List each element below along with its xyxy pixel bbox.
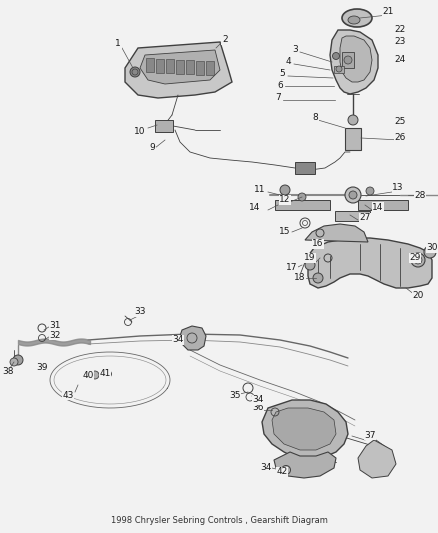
Text: 28: 28 xyxy=(414,190,426,199)
Text: 34: 34 xyxy=(172,335,184,344)
Text: 34: 34 xyxy=(260,464,272,472)
Circle shape xyxy=(13,355,23,365)
Circle shape xyxy=(91,371,99,379)
Bar xyxy=(345,128,361,150)
Circle shape xyxy=(10,358,18,366)
Polygon shape xyxy=(305,224,368,242)
Text: 16: 16 xyxy=(312,239,324,248)
Text: 12: 12 xyxy=(279,196,291,205)
Text: 41: 41 xyxy=(99,369,111,378)
Text: 1: 1 xyxy=(115,39,121,49)
Bar xyxy=(335,211,370,221)
Circle shape xyxy=(105,370,112,377)
Text: 10: 10 xyxy=(134,127,146,136)
Text: 34: 34 xyxy=(252,395,264,405)
Text: 35: 35 xyxy=(229,391,241,400)
Text: 26: 26 xyxy=(394,133,406,142)
Text: 25: 25 xyxy=(394,117,406,126)
Circle shape xyxy=(130,67,140,77)
Polygon shape xyxy=(125,42,232,98)
Polygon shape xyxy=(180,326,206,350)
Ellipse shape xyxy=(342,9,372,27)
Text: 11: 11 xyxy=(254,185,266,195)
Text: 30: 30 xyxy=(426,244,438,253)
Text: 14: 14 xyxy=(372,203,384,212)
Circle shape xyxy=(280,185,290,195)
Text: 42: 42 xyxy=(276,467,288,477)
Polygon shape xyxy=(274,452,336,478)
Text: 37: 37 xyxy=(364,431,376,440)
Text: 5: 5 xyxy=(279,69,285,78)
Bar xyxy=(156,59,164,72)
Circle shape xyxy=(305,260,315,270)
Bar xyxy=(155,120,173,132)
Text: 36: 36 xyxy=(252,403,264,413)
Ellipse shape xyxy=(348,16,360,24)
Text: 22: 22 xyxy=(394,26,406,35)
Bar xyxy=(176,60,184,74)
Bar xyxy=(186,60,194,74)
Polygon shape xyxy=(262,400,348,460)
Text: 43: 43 xyxy=(62,391,74,400)
Circle shape xyxy=(345,187,361,203)
Text: 13: 13 xyxy=(392,183,404,192)
Circle shape xyxy=(298,193,306,201)
Circle shape xyxy=(344,56,352,64)
Text: 14: 14 xyxy=(249,203,261,212)
Text: 38: 38 xyxy=(2,367,14,376)
Text: 9: 9 xyxy=(149,143,155,152)
Text: 32: 32 xyxy=(49,330,61,340)
Text: 1998 Chrysler Sebring Controls , Gearshift Diagram: 1998 Chrysler Sebring Controls , Gearshi… xyxy=(110,516,328,525)
Bar xyxy=(206,61,214,75)
Polygon shape xyxy=(140,50,220,84)
Polygon shape xyxy=(308,238,432,288)
Text: 7: 7 xyxy=(275,93,281,102)
Text: 17: 17 xyxy=(286,263,298,272)
Text: 39: 39 xyxy=(36,364,48,373)
Text: 21: 21 xyxy=(382,7,394,17)
Bar xyxy=(196,61,204,75)
Text: 8: 8 xyxy=(312,114,318,123)
Text: 24: 24 xyxy=(394,55,406,64)
Text: 3: 3 xyxy=(292,45,298,54)
Text: 18: 18 xyxy=(294,273,306,282)
Text: 23: 23 xyxy=(394,37,406,46)
Circle shape xyxy=(366,187,374,195)
Bar xyxy=(275,200,330,210)
Text: 27: 27 xyxy=(359,214,371,222)
Text: 29: 29 xyxy=(410,254,420,262)
Text: 33: 33 xyxy=(134,308,146,317)
Circle shape xyxy=(313,273,323,283)
Text: 19: 19 xyxy=(304,254,316,262)
Circle shape xyxy=(348,115,358,125)
Text: 20: 20 xyxy=(412,290,424,300)
Bar xyxy=(334,66,344,73)
Text: 6: 6 xyxy=(277,82,283,91)
Bar xyxy=(146,58,154,72)
Text: 2: 2 xyxy=(222,36,228,44)
Bar xyxy=(342,52,354,68)
Circle shape xyxy=(424,246,436,258)
Bar xyxy=(358,200,408,210)
Polygon shape xyxy=(358,440,396,478)
Text: 40: 40 xyxy=(82,370,94,379)
Circle shape xyxy=(349,191,357,199)
Polygon shape xyxy=(340,36,372,82)
Bar xyxy=(295,162,315,174)
Polygon shape xyxy=(330,30,378,94)
Text: 4: 4 xyxy=(285,58,291,67)
Text: 31: 31 xyxy=(49,320,61,329)
Circle shape xyxy=(332,52,339,60)
Circle shape xyxy=(336,66,342,72)
Polygon shape xyxy=(272,408,336,450)
Bar xyxy=(166,59,174,73)
Circle shape xyxy=(411,253,425,267)
Text: 15: 15 xyxy=(279,228,291,237)
